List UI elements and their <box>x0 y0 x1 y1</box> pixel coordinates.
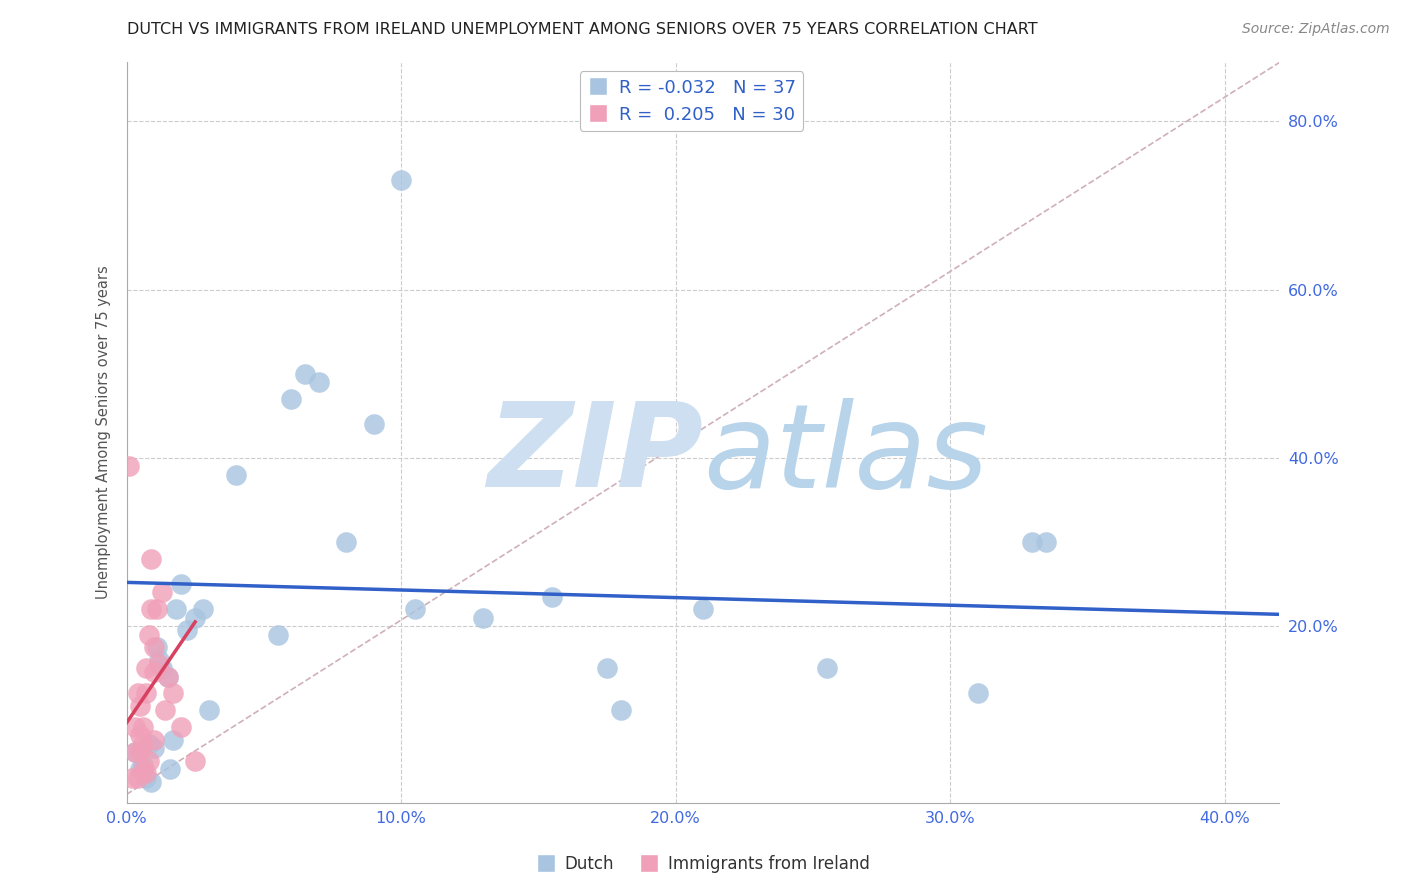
Point <box>121 771 143 785</box>
Point <box>294 367 316 381</box>
Point <box>389 173 412 187</box>
Point <box>129 762 152 776</box>
Point <box>150 661 173 675</box>
Point <box>143 665 166 680</box>
Point <box>124 745 146 759</box>
Point <box>145 640 167 655</box>
Point <box>143 640 166 655</box>
Point <box>692 602 714 616</box>
Point <box>815 661 838 675</box>
Point <box>162 686 184 700</box>
Point <box>308 375 330 389</box>
Point <box>170 577 193 591</box>
Point <box>148 653 170 667</box>
Point <box>132 737 155 751</box>
Text: ZIP: ZIP <box>486 397 703 512</box>
Point <box>472 611 495 625</box>
Point <box>127 771 149 785</box>
Text: DUTCH VS IMMIGRANTS FROM IRELAND UNEMPLOYMENT AMONG SENIORS OVER 75 YEARS CORREL: DUTCH VS IMMIGRANTS FROM IRELAND UNEMPLO… <box>127 22 1038 37</box>
Point <box>198 703 221 717</box>
Point <box>280 392 302 406</box>
Point <box>141 602 163 616</box>
Point <box>132 720 155 734</box>
Point <box>148 657 170 671</box>
Point <box>124 720 146 734</box>
Point <box>170 720 193 734</box>
Point <box>143 732 166 747</box>
Point <box>153 703 176 717</box>
Point <box>162 732 184 747</box>
Point <box>404 602 426 616</box>
Point <box>156 670 179 684</box>
Point <box>145 602 167 616</box>
Point <box>176 624 198 638</box>
Point <box>118 459 141 474</box>
Point <box>143 741 166 756</box>
Point <box>1021 535 1043 549</box>
Point <box>132 758 155 772</box>
Point <box>138 754 160 768</box>
Point <box>129 699 152 714</box>
Point <box>225 467 247 482</box>
Point <box>135 766 157 780</box>
Point <box>129 745 152 759</box>
Point <box>129 729 152 743</box>
Point <box>135 771 157 785</box>
Point <box>159 762 181 776</box>
Point <box>127 686 149 700</box>
Point <box>135 661 157 675</box>
Point <box>363 417 385 432</box>
Point <box>124 745 146 759</box>
Point <box>1035 535 1057 549</box>
Point <box>596 661 619 675</box>
Point <box>184 611 207 625</box>
Point <box>541 590 564 604</box>
Point <box>141 551 163 566</box>
Point <box>184 754 207 768</box>
Point <box>966 686 988 700</box>
Point <box>156 670 179 684</box>
Point <box>141 774 163 789</box>
Point <box>150 585 173 599</box>
Point <box>132 762 155 776</box>
Point <box>266 627 288 641</box>
Point <box>609 703 631 717</box>
Legend: Dutch, Immigrants from Ireland: Dutch, Immigrants from Ireland <box>530 848 876 880</box>
Point <box>193 602 215 616</box>
Legend: R = -0.032   N = 37, R =  0.205   N = 30: R = -0.032 N = 37, R = 0.205 N = 30 <box>579 71 803 131</box>
Y-axis label: Unemployment Among Seniors over 75 years: Unemployment Among Seniors over 75 years <box>96 266 111 599</box>
Text: atlas: atlas <box>703 398 988 512</box>
Point <box>135 686 157 700</box>
Point <box>335 535 357 549</box>
Text: Source: ZipAtlas.com: Source: ZipAtlas.com <box>1241 22 1389 37</box>
Point <box>138 737 160 751</box>
Point <box>138 627 160 641</box>
Point <box>165 602 187 616</box>
